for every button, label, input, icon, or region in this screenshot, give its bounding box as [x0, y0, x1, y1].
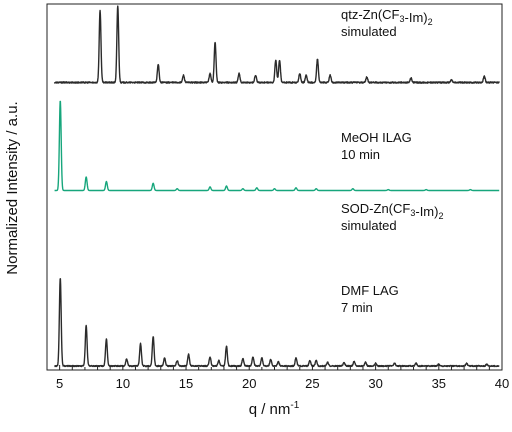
x-axis-ticks: 5 10 15 20 25 30 35 40 — [46, 365, 509, 391]
series-label-1-line-1: qtz-Zn(CF3-Im)2 — [341, 7, 433, 27]
series-line-3 — [54, 100, 500, 192]
series-label-4-line-1: DMF LAG — [341, 283, 399, 298]
x-tick-label: 10 — [116, 376, 130, 391]
x-tick-label: 20 — [242, 376, 256, 391]
x-tick-label: 15 — [179, 376, 193, 391]
x-tick-label: 5 — [56, 376, 63, 391]
plot-frame — [46, 3, 503, 371]
x-tick-label: 25 — [305, 376, 319, 391]
series-line-2 — [53, 5, 500, 84]
series-line-4 — [54, 278, 500, 368]
series-label-3-line-1: SOD-Zn(CF3-Im)2 — [341, 201, 443, 221]
x-tick-label: 40 — [495, 376, 509, 391]
series-label-2-line-2: 10 min — [341, 147, 380, 162]
series-traces — [53, 5, 500, 368]
series-label-3-line-2: simulated — [341, 218, 397, 233]
x-axis-title: q / nm-1 — [249, 400, 300, 418]
series-label-1-line-2: simulated — [341, 24, 397, 39]
x-tick-label: 35 — [432, 376, 446, 391]
series-label-4-line-2: 7 min — [341, 300, 373, 315]
series-label-2-line-1: MeOH ILAG — [341, 130, 412, 145]
y-axis-title: Normalized Intensity / a.u. — [4, 101, 21, 274]
x-tick-label: 30 — [368, 376, 382, 391]
